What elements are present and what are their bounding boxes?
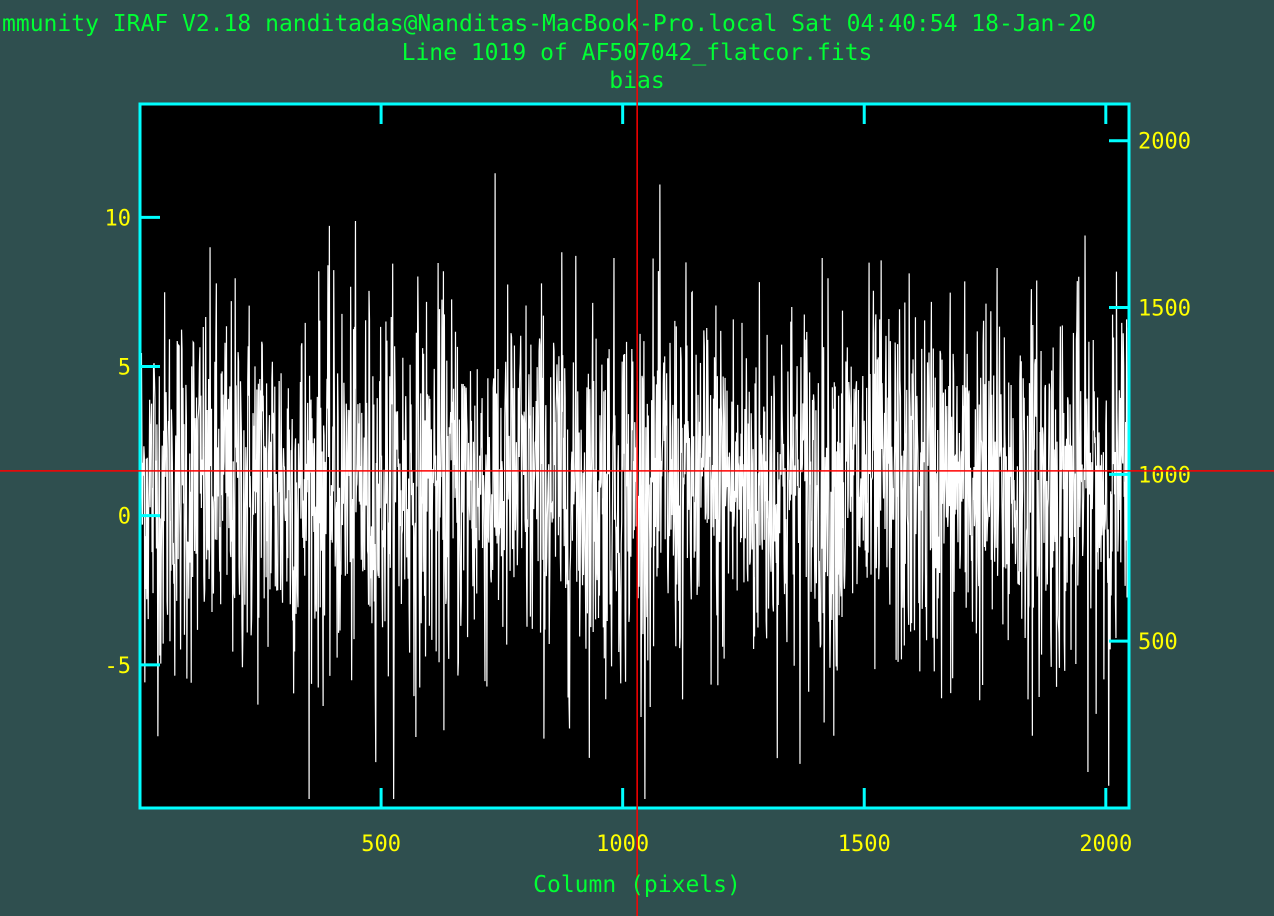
y-tick-label-5: 5 [118,356,131,381]
right-tick-label-2000: 2000 [1138,130,1191,155]
x-tick-label-1500: 1500 [838,832,891,857]
x-axis-label: Column (pixels) [533,872,741,898]
y-tick-label-0: 0 [118,505,131,530]
series-line [140,173,1129,800]
system-line: mmunity IRAF V2.18 nanditadas@Nanditas-M… [2,11,1096,37]
right-tick-label-1000: 1000 [1138,463,1191,488]
y-tick-label--5: -5 [105,654,132,679]
plot-frame [138,102,1131,810]
x-tick-label-2000: 2000 [1079,832,1132,857]
x-tick-label-500: 500 [361,832,401,857]
right-tick-label-500: 500 [1138,630,1178,655]
x-tick-label-1000: 1000 [596,832,649,857]
data-series [140,173,1129,800]
y-tick-label-10: 10 [105,206,132,231]
right-tick-label-1500: 1500 [1138,297,1191,322]
